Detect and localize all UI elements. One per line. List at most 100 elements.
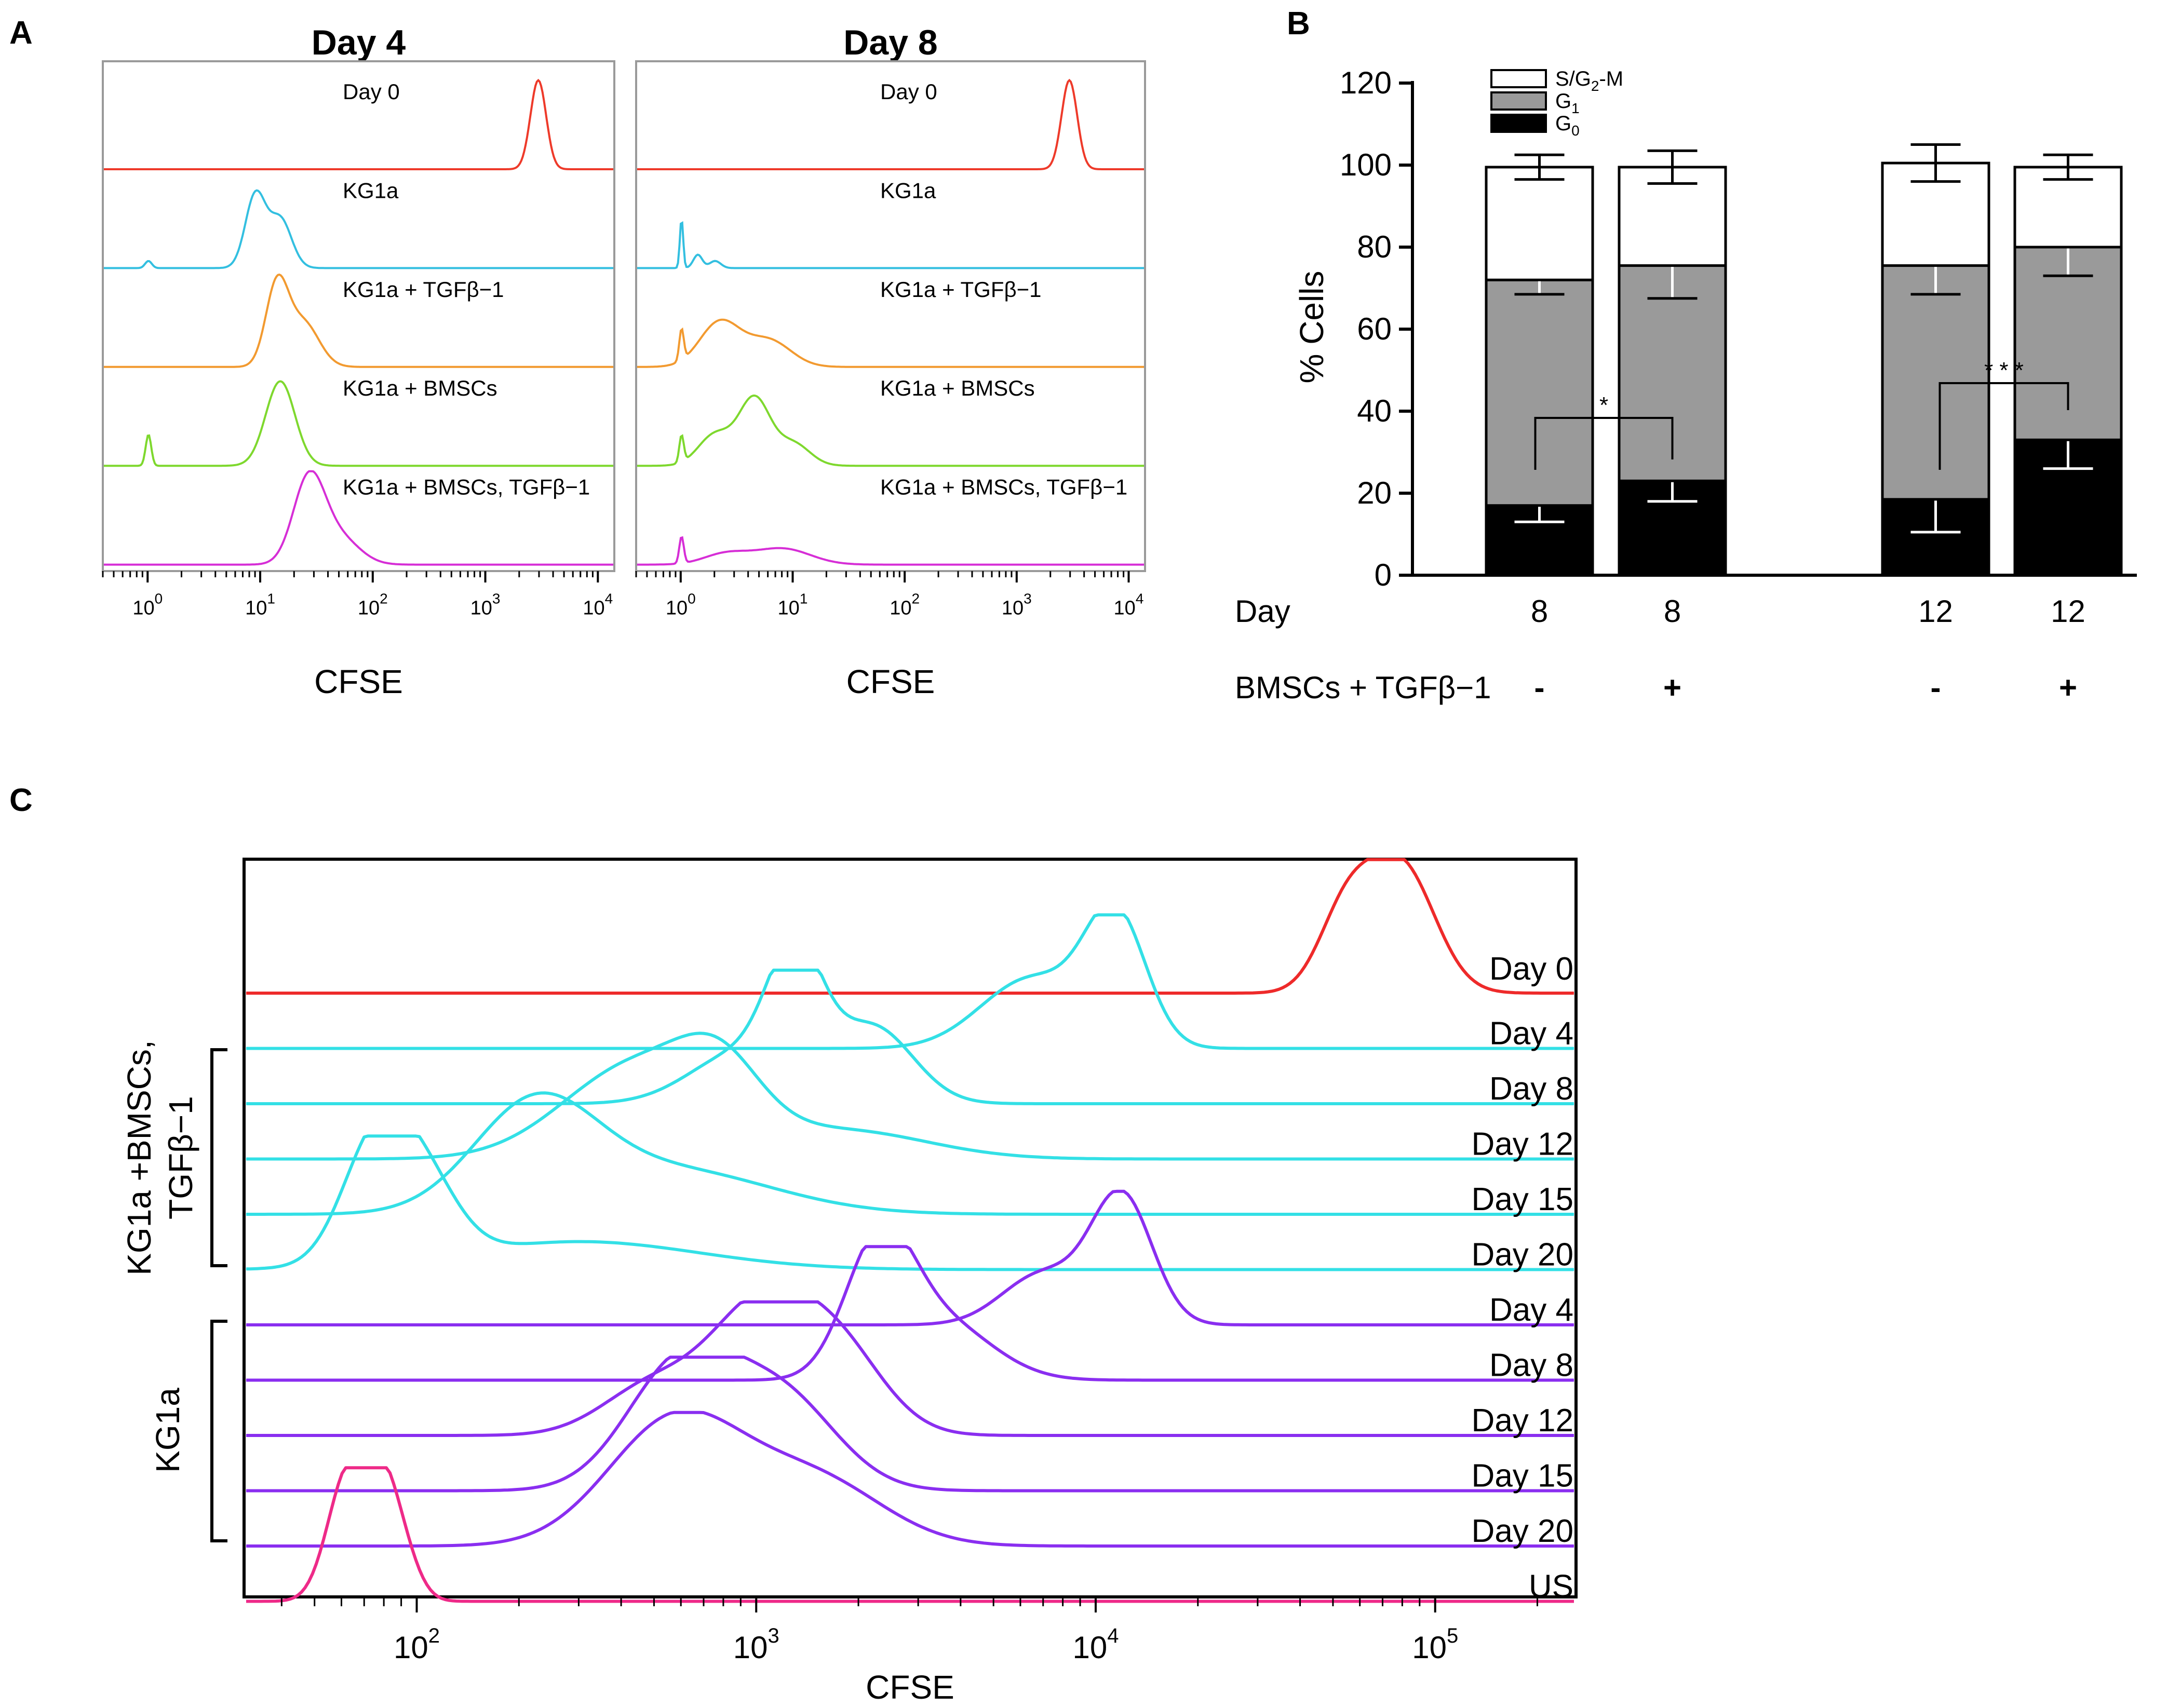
panel-a-frame — [102, 60, 615, 572]
trace-day-12 — [246, 1300, 1574, 1437]
significance-bracket — [1938, 382, 2069, 470]
panel-b: 0 20 40 60 80 100 120 % Cells 8 - 8 +12 - 12 + Day BMSCs… — [1235, 65, 2137, 705]
trace-label: Day 8 — [1489, 1348, 1573, 1384]
bar-g1 — [1485, 278, 1594, 507]
panel-a-day-4: Day 4 Day 0 KG1a KG1a + TGFβ−1 KG1a + BMSCs K… — [102, 23, 615, 700]
trace-label: US — [1529, 1569, 1573, 1605]
group-bracket-control — [210, 1320, 227, 1542]
trace-label: Day 0 — [343, 79, 400, 104]
trace-label: Day 15 — [1472, 1458, 1573, 1494]
significance-bracket — [1534, 417, 1674, 470]
panel-a-axis-tick-label: 101 — [778, 591, 808, 619]
trace-label: KG1a + BMSCs, TGFβ−1 — [343, 475, 590, 499]
x-category-label: 8 — [1664, 594, 1681, 629]
legend-swatch-g1 — [1490, 91, 1547, 111]
panel-a-axis-tick-label: 102 — [358, 591, 388, 619]
trace-day-4 — [246, 913, 1574, 1050]
y-tick-label: 80 — [1357, 229, 1392, 264]
y-axis-label: % Cells — [1293, 271, 1330, 384]
panel-a-axis-tick-label: 103 — [1002, 591, 1032, 619]
trace-label: KG1a — [880, 178, 936, 202]
panel-c-xlabel: CFSE — [866, 1669, 954, 1706]
trace-label: Day 0 — [880, 79, 937, 104]
trace-kg1a-tgf-1 — [104, 273, 613, 368]
panel-a-axis-tick-label: 104 — [583, 591, 613, 619]
trace-kg1a-bmscs-tgf-1 — [637, 536, 1144, 566]
panel-a-frame — [635, 60, 1146, 572]
panel-a-title: Day 8 — [843, 23, 937, 62]
panel-a-day-8: Day 8 Day 0 KG1a KG1a + TGFβ−1 KG1a + BMSCs K… — [635, 23, 1146, 700]
group-label-treated: KG1a +BMSCs, TGFβ−1 — [120, 1040, 199, 1276]
legend-label-s-g2-m: S/G2-M — [1555, 67, 1623, 94]
treatment-label: + — [2059, 670, 2077, 705]
row-label-treatment: BMSCs + TGFβ−1 — [1235, 670, 1491, 705]
significance-label: * — [1599, 392, 1608, 418]
panel-c-axis-tick-label: 104 — [1072, 1624, 1119, 1665]
panel-a-xlabel: CFSE — [314, 663, 403, 700]
trace-label: KG1a + BMSCs — [343, 376, 497, 400]
y-tick-label: 120 — [1340, 65, 1392, 100]
panel-c-axis-tick-label: 105 — [1412, 1624, 1458, 1665]
panel-c-axis-tick-label: 102 — [394, 1624, 440, 1665]
panel-label-c: C — [9, 782, 33, 818]
panel-c: Day 0 Day 4 Day 8 Day 12 Day 15 Day 20 Day 4 Da… — [120, 858, 1578, 1706]
treatment-label: + — [1663, 670, 1681, 705]
trace-day-8 — [246, 968, 1574, 1105]
trace-label: KG1a + TGFβ−1 — [343, 277, 504, 302]
trace-label: Day 15 — [1472, 1182, 1573, 1217]
trace-day-20 — [246, 1134, 1574, 1271]
significance-label: * * * — [1984, 358, 2024, 383]
x-category-label: 12 — [1918, 594, 1953, 629]
y-tick-label: 0 — [1375, 558, 1392, 592]
panel-a-axis-tick-label: 102 — [890, 591, 920, 619]
trace-kg1a-tgf-1 — [637, 318, 1144, 368]
y-tick-label: 20 — [1357, 476, 1392, 510]
trace-day-0 — [104, 78, 613, 170]
trace-label: Day 20 — [1472, 1237, 1573, 1273]
trace-label: Day 12 — [1472, 1127, 1573, 1162]
trace-label: Day 12 — [1472, 1403, 1573, 1439]
group-label-control: KG1a — [149, 1388, 186, 1473]
trace-label: Day 0 — [1489, 951, 1573, 987]
trace-kg1a-bmscs — [104, 380, 613, 467]
treatment-label: - — [1931, 670, 1941, 705]
trace-kg1a — [104, 189, 613, 269]
trace-label: KG1a + BMSCs, TGFβ−1 — [880, 475, 1127, 499]
trace-day-0 — [246, 858, 1574, 995]
y-tick-label: 40 — [1357, 394, 1392, 428]
panel-a-title: Day 4 — [312, 23, 406, 62]
x-category-label: 12 — [2051, 594, 2085, 629]
bar-s-g2-m — [1485, 166, 1594, 281]
legend-label-g1: G1 — [1555, 90, 1580, 116]
x-category-label: 8 — [1531, 594, 1548, 629]
panel-a: Day 4 Day 0 KG1a KG1a + TGFβ−1 KG1a + BMSCs K… — [102, 23, 1146, 700]
trace-day-20 — [246, 1411, 1574, 1548]
trace-day-0 — [637, 78, 1144, 170]
panel-a-axis-tick-label: 101 — [245, 591, 275, 619]
trace-kg1a — [637, 221, 1144, 269]
trace-kg1a-bmscs — [637, 394, 1144, 467]
panel-a-axis-tick-label: 104 — [1114, 591, 1144, 619]
trace-label: Day 4 — [1489, 1292, 1573, 1328]
trace-kg1a-bmscs-tgf-1 — [104, 470, 613, 566]
trace-day-4 — [246, 1189, 1574, 1326]
group-bracket-treated — [210, 1048, 227, 1267]
trace-us — [246, 1466, 1574, 1603]
legend-label-g0: G0 — [1555, 112, 1580, 139]
panel-label-b: B — [1287, 6, 1310, 42]
panel-a-xlabel: CFSE — [846, 663, 935, 700]
treatment-label: - — [1534, 670, 1545, 705]
panel-a-axis-tick-label: 100 — [666, 591, 696, 619]
trace-label: Day 8 — [1489, 1071, 1573, 1107]
legend-swatch-s-g2-m — [1490, 69, 1547, 88]
legend-swatch-g0 — [1490, 114, 1547, 133]
trace-day-15 — [246, 1355, 1574, 1493]
trace-label: KG1a — [343, 178, 399, 202]
panel-label-a: A — [9, 15, 33, 51]
panel-a-axis-tick-label: 103 — [470, 591, 501, 619]
trace-day-8 — [246, 1245, 1574, 1382]
trace-label: KG1a + BMSCs — [880, 376, 1035, 400]
trace-label: Day 4 — [1489, 1016, 1573, 1052]
panel-a-axis-tick-label: 100 — [132, 591, 163, 619]
